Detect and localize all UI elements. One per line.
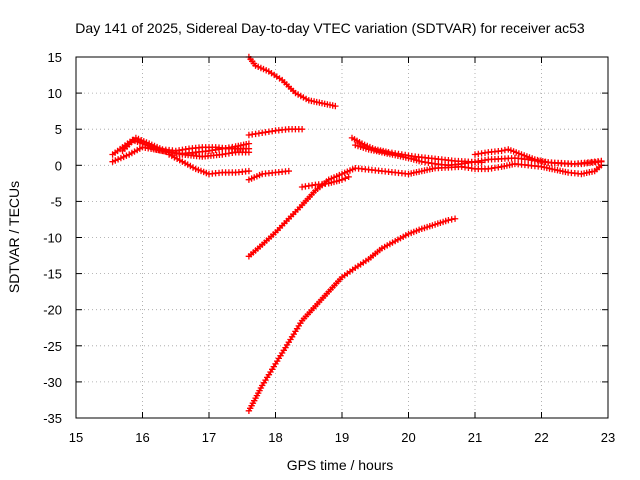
series-track-5 [245,53,339,110]
x-tick-label: 20 [401,430,415,445]
x-tick-label: 17 [202,430,216,445]
data-point [123,152,130,159]
x-tick-label: 23 [601,430,615,445]
data-point [245,145,253,152]
x-tick-label: 19 [335,430,349,445]
grid [76,57,608,418]
y-tick-label: 15 [48,50,62,65]
series-line [248,163,603,258]
series-track-2 [109,144,253,165]
data-point [117,154,125,162]
data-series [109,53,605,414]
data-point [448,216,455,223]
y-tick-label: 0 [55,158,62,173]
series-track-3 [119,134,253,155]
y-tick-label: -30 [43,375,62,390]
series-track-8 [245,160,605,260]
series-track-6 [245,126,306,139]
x-tick-label: 18 [268,430,282,445]
data-point [498,147,505,155]
data-point [598,157,605,165]
series-track-4 [165,151,253,178]
series-track-9 [245,215,459,414]
x-tick-label: 16 [135,430,149,445]
y-axis-label: SDTVAR / TECUs [6,181,22,293]
data-point [451,215,459,222]
x-tick-label: 15 [69,430,83,445]
x-tick-label: 21 [468,430,482,445]
data-point [501,146,509,154]
y-tick-label: 10 [48,86,62,101]
data-point [285,167,292,175]
data-point [338,176,346,183]
series-line [248,56,337,107]
data-point [245,167,253,175]
y-tick-label: -5 [50,194,62,209]
data-point [114,156,122,163]
y-tick-label: -10 [43,231,62,246]
y-tick-label: -25 [43,339,62,354]
x-tick-label: 22 [534,430,548,445]
y-tick-label: -20 [43,303,62,318]
series-track-10 [298,173,352,191]
chart-title: Day 141 of 2025, Sidereal Day-to-day VTE… [75,20,585,36]
series-track-13 [471,146,605,168]
data-point [345,173,352,181]
data-point [445,217,452,224]
data-point [332,102,339,110]
y-tick-label: -15 [43,267,62,282]
data-point [112,157,119,164]
y-tick-label: -35 [43,411,62,426]
data-point [342,175,349,182]
series-track-7 [245,167,292,183]
axis-ticks: 15 16 17 18 19 20 21 22 23 15 10 5 0 -5 -10 -15 -20 -25 -3… [43,50,615,445]
x-axis-label: GPS time / hours [287,457,394,473]
data-point [298,126,306,133]
y-tick-label: 5 [55,122,62,137]
